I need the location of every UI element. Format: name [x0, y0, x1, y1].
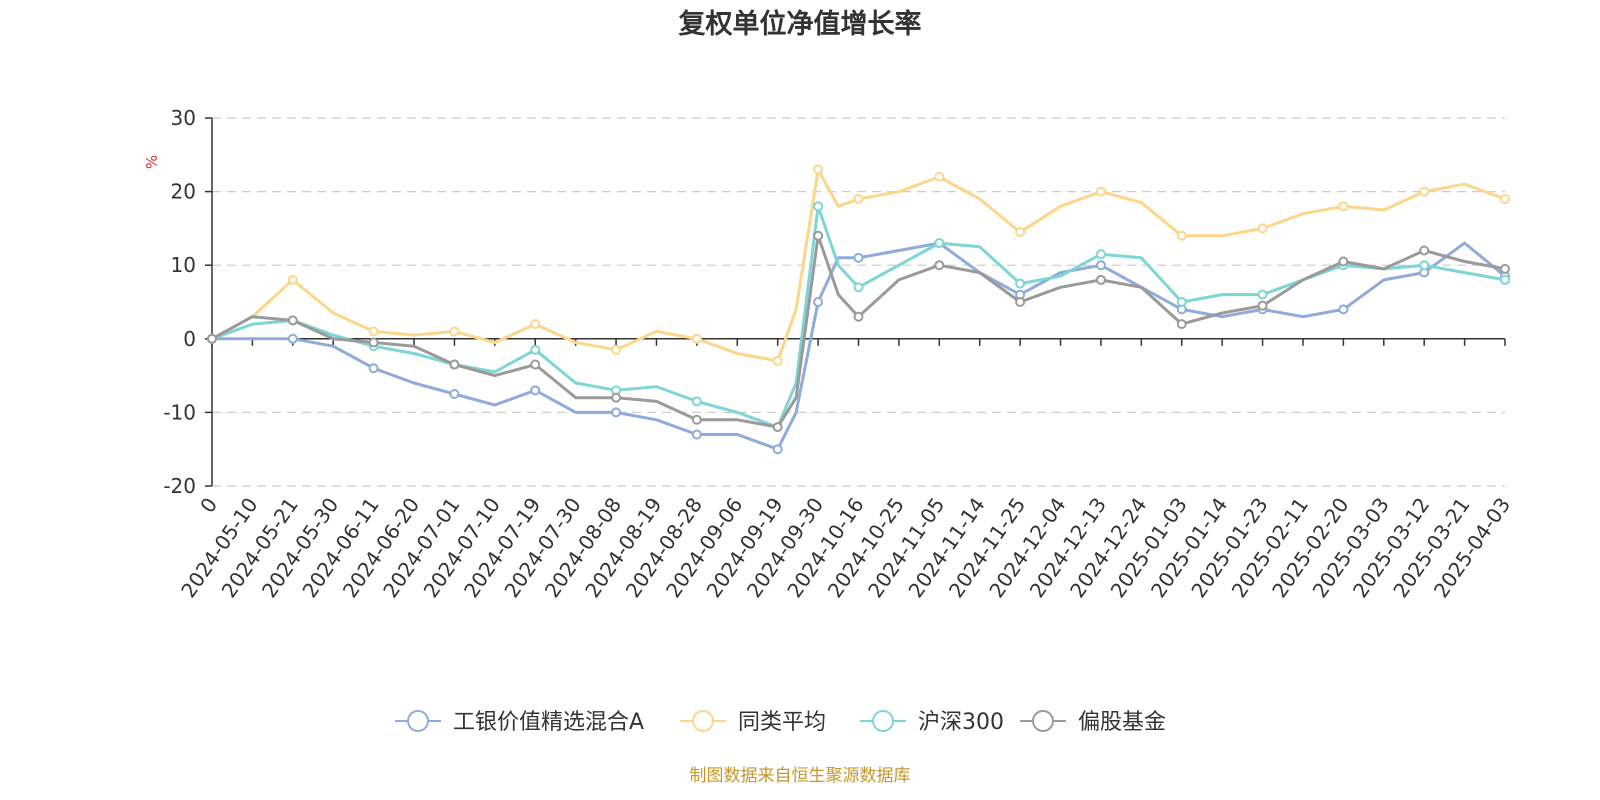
data-point [1176, 230, 1187, 241]
data-point [1257, 300, 1268, 311]
data-point [368, 326, 379, 337]
data-point [691, 429, 702, 440]
data-point [772, 422, 783, 433]
data-point [853, 311, 864, 322]
data-point [449, 389, 460, 399]
data-point [368, 363, 379, 374]
data-point [530, 344, 541, 355]
data-point [1015, 227, 1026, 238]
data-point [611, 392, 622, 403]
data-point [1419, 186, 1430, 197]
data-point [449, 326, 460, 337]
x-tick-label: 0 [195, 493, 222, 517]
data-point [813, 230, 824, 241]
data-point [1338, 256, 1349, 267]
data-point [1095, 249, 1106, 260]
data-point [611, 344, 622, 355]
y-axis-ticks: 30 20 10 0 -10 -20 [163, 106, 212, 498]
data-point [934, 171, 945, 182]
legend-marker-icon [1032, 710, 1054, 732]
data-point [449, 359, 460, 370]
data-point [813, 201, 824, 212]
data-point [934, 260, 945, 271]
data-point [1176, 297, 1187, 307]
y-tick-label: -10 [163, 400, 196, 424]
legend-label: 偏股基金 [1078, 710, 1166, 735]
data-point [813, 164, 824, 175]
data-point [1015, 297, 1026, 307]
data-point [530, 319, 541, 330]
data-point [287, 333, 298, 344]
data-point [530, 385, 541, 396]
data-point [1338, 304, 1349, 315]
data-point [287, 315, 298, 326]
legend-label: 沪深300 [918, 710, 1004, 735]
legend-label: 工银价值精选混合A [453, 710, 644, 735]
series-line [210, 204, 1507, 429]
legend-marker-icon [407, 710, 429, 732]
series-line [210, 168, 1507, 363]
y-tick-label: 0 [183, 327, 196, 351]
y-tick-label: -20 [163, 474, 196, 498]
data-point [1176, 319, 1187, 330]
data-point [287, 274, 298, 285]
data-point [1419, 245, 1430, 256]
legend-item[interactable]: 沪深300 [860, 710, 1004, 735]
source-note: 制图数据来自恒生聚源数据库 [690, 766, 911, 786]
data-point [853, 282, 864, 293]
data-point [772, 355, 783, 366]
legend-marker-icon [872, 710, 894, 732]
chart-title: 复权单位净值增长率 [679, 8, 922, 40]
data-point [1419, 260, 1430, 271]
data-point [853, 193, 864, 204]
data-point [691, 414, 702, 425]
axes [211, 118, 1505, 486]
data-point [1257, 223, 1268, 234]
series-3 [207, 230, 1510, 433]
data-point [207, 333, 217, 344]
legend[interactable]: 工银价值精选混合A 同类平均 沪深300 偏股基金 [395, 710, 1166, 735]
legend-item[interactable]: 工银价值精选混合A [395, 710, 644, 735]
y-tick-label: 20 [171, 180, 196, 204]
data-point [1015, 278, 1026, 289]
series-line [210, 241, 1507, 451]
data-point [772, 444, 783, 455]
data-point [1500, 193, 1510, 204]
series-layer [207, 164, 1510, 455]
data-point [934, 238, 945, 249]
y-tick-label: 30 [171, 106, 196, 130]
data-point [611, 407, 622, 418]
data-point [1500, 274, 1510, 285]
legend-item[interactable]: 同类平均 [680, 710, 826, 735]
legend-marker-icon [692, 710, 714, 732]
data-point [1338, 201, 1349, 212]
data-point [1095, 260, 1106, 271]
data-point [853, 252, 864, 263]
x-axis-ticks: 02024-05-102024-05-212024-05-302024-06-1… [176, 338, 1515, 602]
data-point [368, 337, 379, 348]
data-point [1095, 274, 1106, 285]
data-point [1500, 263, 1510, 274]
gridlines [212, 117, 1505, 487]
data-point [691, 396, 702, 407]
data-point [1257, 289, 1268, 300]
data-point [1095, 186, 1106, 197]
series-line [210, 234, 1507, 429]
data-point [530, 359, 541, 370]
data-point [691, 333, 702, 344]
legend-item[interactable]: 偏股基金 [1020, 710, 1166, 735]
y-tick-label: 10 [171, 253, 196, 277]
y-axis-unit-label: % [143, 155, 161, 169]
legend-label: 同类平均 [738, 710, 826, 735]
data-point [813, 297, 824, 307]
